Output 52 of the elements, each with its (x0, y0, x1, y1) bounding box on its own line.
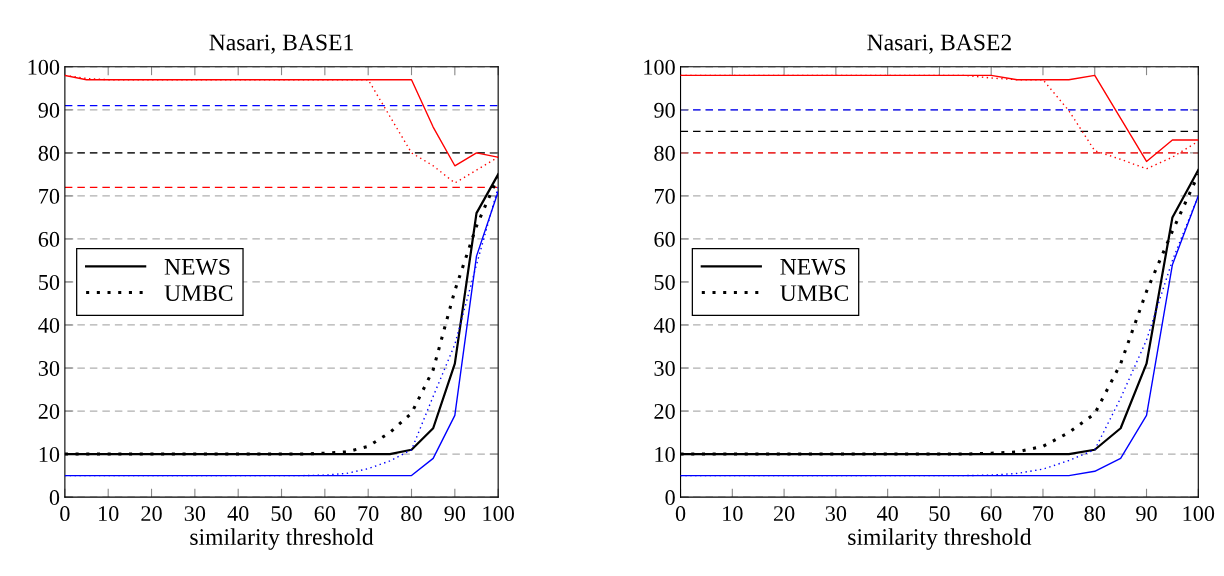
y-tick-label: 20 (654, 403, 675, 419)
y-tick-label: 20 (38, 403, 60, 419)
x-tick-label: 0 (60, 506, 70, 522)
chart-title: Nasari, BASE1 (209, 34, 353, 54)
y-tick-label: 0 (49, 490, 60, 506)
x-tick-label: 20 (773, 506, 795, 522)
y-tick-label: 80 (38, 145, 60, 161)
y-tick-label: 70 (654, 188, 675, 204)
y-tick-label: 50 (39, 274, 60, 290)
y-tick-label: 10 (39, 446, 60, 462)
y-tick-label: 100 (28, 59, 60, 75)
legend-label: NEWS (780, 258, 846, 275)
x-tick-label: 60 (314, 506, 336, 522)
y-tick-label: 60 (38, 231, 60, 247)
x-tick-label: 0 (675, 506, 686, 522)
x-tick-label: 70 (358, 506, 379, 522)
x-tick-label: 20 (141, 506, 162, 522)
legend-label: UMBC (780, 285, 848, 302)
x-tick-label: 50 (271, 506, 292, 522)
y-tick-label: 40 (653, 317, 675, 333)
legend-label: NEWS (164, 258, 230, 275)
x-tick-label: 100 (483, 506, 514, 522)
y-tick-label: 40 (38, 317, 60, 333)
x-tick-label: 70 (1033, 506, 1054, 522)
x-tick-label: 90 (1136, 506, 1157, 522)
y-tick-label: 0 (665, 490, 675, 506)
x-tick-label: 100 (1183, 506, 1215, 522)
y-tick-label: 100 (644, 59, 675, 75)
y-tick-label: 70 (39, 188, 60, 204)
y-tick-label: 90 (654, 102, 675, 118)
x-tick-label: 30 (184, 506, 206, 522)
chart-title: Nasari, BASE2 (867, 34, 1011, 54)
y-tick-label: 30 (654, 360, 675, 376)
x-tick-label: 10 (99, 506, 119, 522)
x-tick-label: 40 (876, 506, 898, 522)
x-tick-label: 90 (444, 506, 466, 522)
y-tick-label: 90 (38, 102, 60, 118)
x-tick-label: 10 (723, 506, 743, 522)
x-tick-label: 40 (227, 506, 249, 522)
x-axis-title: similarity threshold (190, 528, 374, 550)
legend-label: UMBC (164, 285, 233, 302)
x-tick-label: 30 (825, 506, 847, 522)
y-tick-label: 10 (655, 446, 675, 462)
x-axis-title: similarity threshold (848, 528, 1032, 550)
y-tick-label: 50 (654, 274, 675, 290)
y-tick-label: 60 (654, 231, 675, 247)
x-tick-label: 60 (981, 506, 1002, 522)
x-tick-label: 80 (401, 506, 422, 522)
x-tick-label: 50 (929, 506, 950, 522)
x-tick-label: 80 (1084, 506, 1106, 522)
y-tick-label: 80 (654, 145, 675, 161)
y-tick-label: 30 (38, 360, 60, 376)
